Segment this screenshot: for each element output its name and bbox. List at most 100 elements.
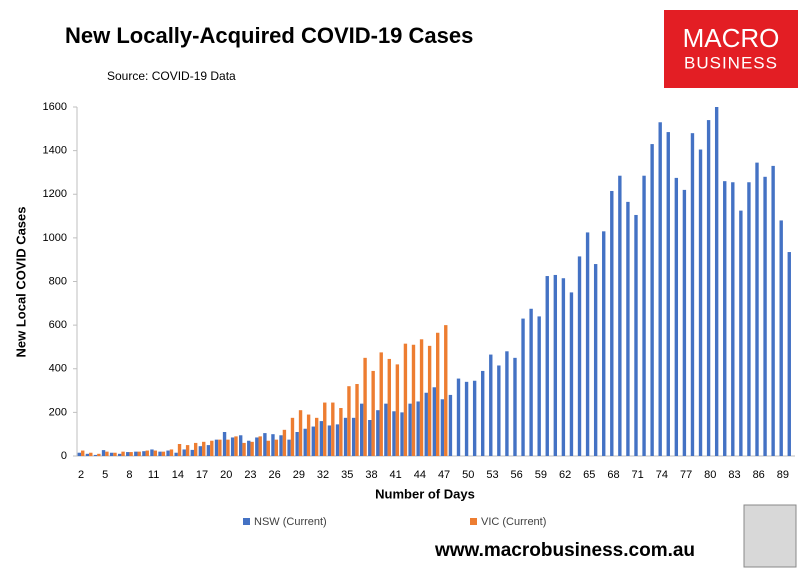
bar	[714, 107, 719, 456]
y-tick-label: 800	[49, 275, 67, 287]
bar	[363, 357, 367, 456]
legend-label: VIC (Current)	[481, 516, 546, 528]
bar	[464, 381, 469, 456]
bar	[343, 417, 348, 456]
bar	[569, 292, 574, 456]
bar	[150, 449, 154, 456]
x-tick-label: 29	[293, 469, 305, 481]
x-tick-label: 38	[365, 469, 377, 481]
x-tick-label: 62	[559, 469, 571, 481]
bar	[553, 274, 558, 456]
x-tick-label: 47	[438, 469, 450, 481]
bar	[282, 429, 287, 456]
bar	[642, 175, 646, 456]
bar	[97, 453, 101, 456]
bar	[577, 256, 582, 456]
bar	[126, 452, 130, 456]
bar	[263, 433, 267, 456]
bar	[255, 437, 259, 456]
bar	[250, 441, 254, 456]
bar	[303, 428, 307, 456]
bar	[427, 345, 432, 456]
bar	[202, 441, 206, 456]
y-tick-label: 200	[49, 406, 67, 418]
bar	[634, 214, 638, 456]
bar	[271, 434, 275, 456]
bar	[448, 394, 453, 456]
x-tick-label: 20	[220, 469, 232, 481]
bar	[392, 411, 396, 456]
bar	[331, 402, 335, 456]
bar	[177, 444, 182, 456]
bar	[379, 352, 383, 456]
bar	[182, 449, 186, 456]
bar	[238, 435, 243, 456]
bar	[650, 144, 654, 457]
logo-image	[743, 504, 797, 568]
x-tick-label: 80	[704, 469, 716, 481]
bar	[602, 231, 606, 456]
legend-swatch	[243, 518, 250, 525]
bar	[222, 432, 227, 456]
x-tick-label: 71	[632, 469, 644, 481]
bar	[368, 420, 372, 456]
bar	[298, 410, 303, 456]
logo-text: BUSINESS	[684, 53, 778, 72]
bar	[395, 364, 400, 456]
bar	[747, 182, 751, 457]
bar	[234, 436, 238, 456]
bar	[771, 165, 775, 457]
bar	[432, 387, 436, 456]
y-tick-label: 1200	[43, 188, 67, 200]
bar	[360, 403, 364, 456]
bar	[137, 451, 141, 456]
bar	[274, 439, 279, 456]
bar	[505, 351, 509, 456]
bar	[77, 452, 82, 456]
bar	[210, 440, 214, 456]
bar	[618, 175, 622, 456]
bar	[161, 451, 166, 456]
bar	[779, 220, 783, 456]
bar	[371, 370, 375, 456]
bar	[319, 421, 324, 456]
x-tick-label: 77	[680, 469, 692, 481]
bar	[314, 417, 319, 456]
bar	[311, 426, 315, 456]
x-tick-label: 59	[535, 469, 547, 481]
bar	[682, 189, 687, 456]
logo-box	[664, 10, 798, 88]
bar	[610, 190, 614, 456]
x-tick-label: 68	[607, 469, 619, 481]
bar	[537, 316, 541, 456]
bar	[497, 365, 501, 456]
bar	[347, 386, 351, 456]
bar	[105, 451, 109, 456]
x-tick-label: 35	[341, 469, 353, 481]
bar	[230, 437, 235, 456]
bar	[626, 201, 630, 456]
bar	[109, 452, 114, 456]
chart-subtitle: Source: COVID-19 Data	[107, 69, 236, 83]
x-tick-label: 11	[148, 469, 159, 481]
bar	[185, 445, 190, 456]
bar	[384, 403, 388, 456]
bar	[242, 442, 246, 456]
bar	[93, 454, 98, 456]
logo-text: MACRO	[683, 23, 780, 53]
legend-swatch	[470, 518, 477, 525]
bar	[513, 357, 517, 456]
bar	[787, 252, 791, 456]
bar	[658, 122, 662, 457]
x-tick-label: 32	[317, 469, 329, 481]
bar	[472, 380, 477, 456]
bar	[279, 435, 283, 456]
chart-title: New Locally-Acquired COVID-19 Cases	[65, 23, 473, 48]
bar	[690, 133, 695, 457]
bar	[134, 451, 138, 456]
bar	[739, 210, 743, 456]
bar	[408, 403, 412, 456]
bar	[323, 402, 327, 456]
bar	[387, 358, 391, 456]
